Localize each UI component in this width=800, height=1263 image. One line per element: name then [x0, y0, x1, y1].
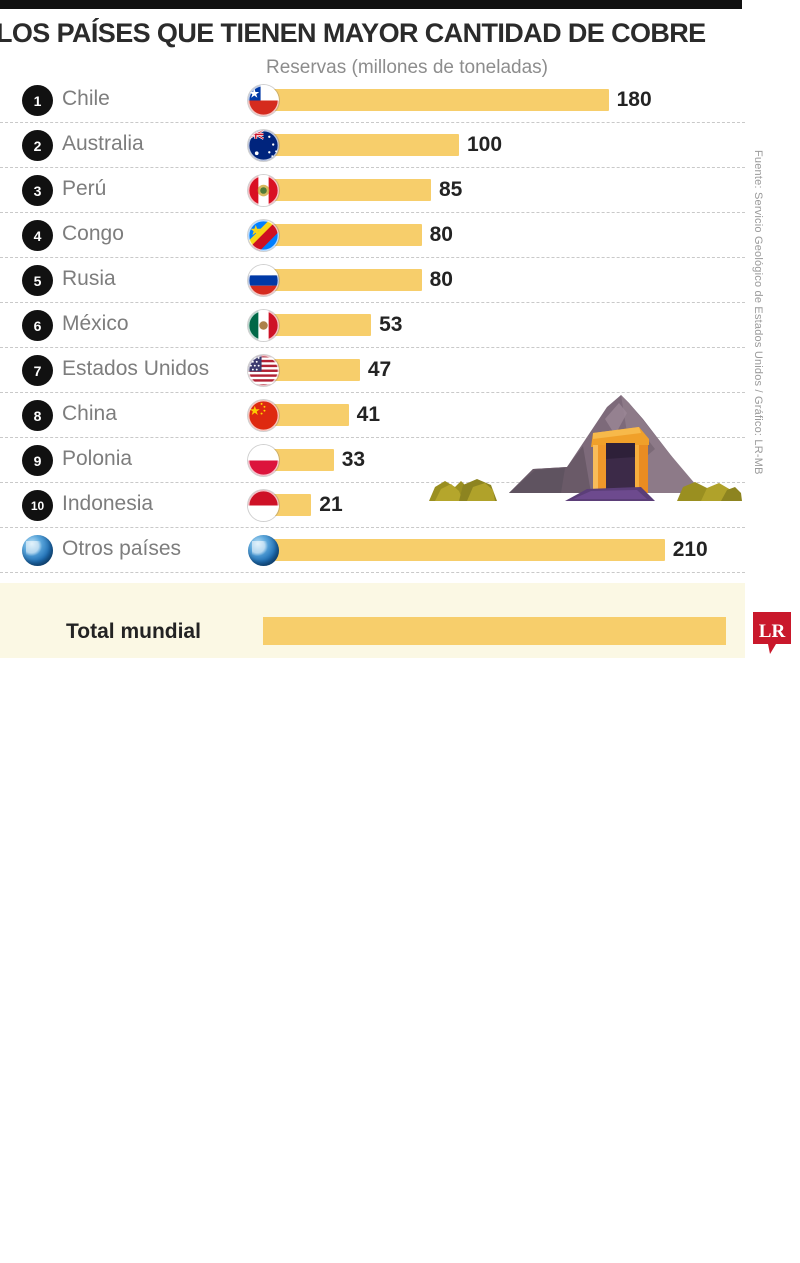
country-label: Congo [62, 222, 124, 245]
bar-value: 210 [672, 538, 708, 561]
bar-value: 100 [467, 133, 503, 156]
chart-subtitle: Reservas (millones de toneladas) [266, 57, 548, 78]
country-ranking-list: 1 Chile 180 2 Australia 100 3 Perú 85 4 Congo 80 5 Ru… [0, 78, 745, 573]
rank-badge: 3 [22, 175, 53, 206]
country-label: Estados Unidos [62, 357, 210, 380]
table-row[interactable]: 5 Rusia 80 [0, 258, 745, 303]
axis-break-icon [695, 1236, 709, 1261]
country-label: México [62, 312, 129, 335]
bar [272, 449, 334, 471]
flag-icon [248, 130, 279, 161]
country-label: Australia [62, 132, 144, 155]
svg-text:LR: LR [759, 621, 786, 642]
table-row[interactable]: 7 Estados Unidos 47 [0, 348, 745, 393]
bar-value: 21 [319, 493, 343, 516]
page-title: LOS PAÍSES QUE TIENEN MAYOR CANTIDAD DE … [0, 18, 706, 48]
total-label: Total mundial [66, 620, 201, 643]
flag-icon [248, 445, 279, 476]
country-label: Polonia [62, 447, 133, 470]
rank-badge: 6 [22, 310, 53, 341]
flag-icon [248, 175, 279, 206]
globe-icon [22, 535, 53, 566]
total-bar: 980 [263, 617, 726, 1262]
flag-icon [248, 85, 279, 116]
bar-value: 47 [367, 358, 392, 381]
bar [272, 89, 609, 111]
bar-value: 80 [429, 223, 453, 246]
rank-badge: 10 [22, 490, 53, 521]
bar [272, 494, 312, 516]
bar [272, 224, 422, 246]
flag-icon [248, 220, 279, 251]
bar [272, 404, 349, 426]
bar-value: 33 [341, 448, 366, 471]
country-label: Rusia [62, 267, 116, 290]
bar-value: 180 [616, 88, 652, 111]
table-row[interactable]: 2 Australia 100 [0, 123, 745, 168]
table-row[interactable]: 3 Perú 85 [0, 168, 745, 213]
table-row[interactable]: 6 México 53 [0, 303, 745, 348]
country-label: Indonesia [62, 492, 154, 515]
bar [272, 314, 372, 336]
flag-icon [248, 310, 279, 341]
bar [272, 134, 459, 156]
table-row[interactable]: Otros países 210 [0, 528, 745, 573]
rank-badge: 7 [22, 355, 53, 386]
bar-value: 53 [379, 313, 403, 336]
flag-icon [248, 400, 279, 431]
table-row[interactable]: 10 Indonesia 21 [0, 483, 745, 528]
total-value: 980 [644, 1239, 680, 1262]
table-row[interactable]: 4 Congo 80 [0, 213, 745, 258]
rank-badge: 5 [22, 265, 53, 296]
lr-logo[interactable]: LR [752, 611, 792, 655]
bar-value: 85 [438, 178, 463, 201]
country-label: Otros países [62, 537, 182, 560]
rank-badge: 2 [22, 130, 53, 161]
bar-value: 80 [429, 268, 453, 291]
table-row[interactable]: 9 Polonia 33 [0, 438, 745, 483]
bar [272, 269, 422, 291]
bar [272, 179, 431, 201]
bar-container: 210 [248, 528, 708, 573]
flag-icon [248, 490, 279, 521]
bar [272, 359, 360, 381]
country-label: Chile [62, 87, 110, 110]
header-rule [0, 0, 742, 9]
country-label: Perú [62, 177, 107, 200]
country-label: China [62, 402, 117, 425]
source-note: Fuente: Servicio Geológico de Estados Un… [752, 150, 764, 475]
rank-badge: 8 [22, 400, 53, 431]
table-row[interactable]: 1 Chile 180 [0, 78, 745, 123]
flag-icon [248, 265, 279, 296]
rank-badge: 9 [22, 445, 53, 476]
globe-icon [22, 535, 53, 566]
bar-value: 41 [356, 403, 381, 426]
globe-icon [248, 535, 279, 566]
rank-badge: 1 [22, 85, 53, 116]
table-row[interactable]: 8 China 41 [0, 393, 745, 438]
bar [272, 539, 665, 561]
flag-icon [248, 355, 279, 386]
rank-badge: 4 [22, 220, 53, 251]
